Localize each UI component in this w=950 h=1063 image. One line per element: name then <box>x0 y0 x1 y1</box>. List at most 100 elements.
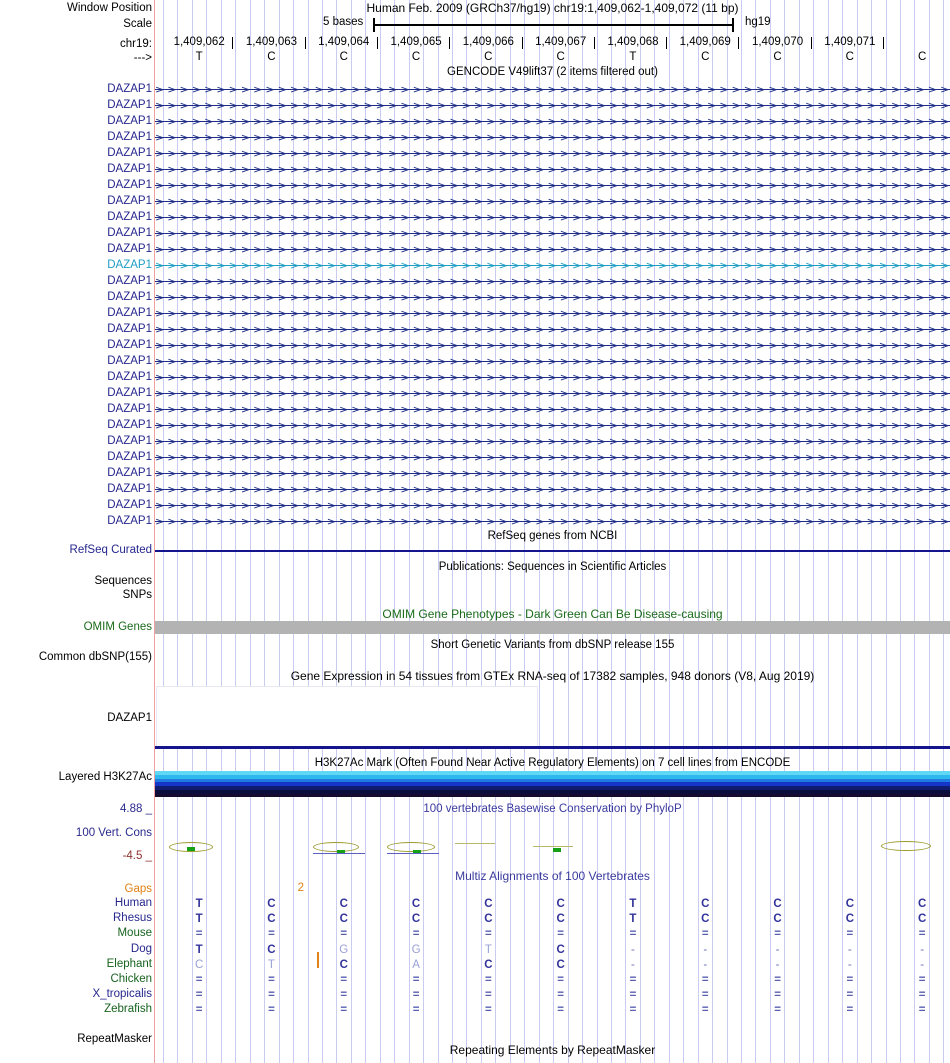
gencode-transcript-row[interactable]: >>>>>>>>>>>>>>>>>>>>>>>>>>>>>>>>>>>>>>>>… <box>155 114 950 130</box>
snps-label[interactable]: SNPs <box>122 589 152 601</box>
gencode-gene-label-13[interactable]: DAZAP1 <box>107 275 152 287</box>
alignment-row-mouse[interactable]: = = = = = = = = = = = <box>155 927 950 942</box>
gencode-gene-label-21[interactable]: DAZAP1 <box>107 403 152 415</box>
gencode-gene-label-5[interactable]: DAZAP1 <box>107 147 152 159</box>
gencode-gene-label-24[interactable]: DAZAP1 <box>107 451 152 463</box>
layered-h3k27ac-label[interactable]: Layered H3K27Ac <box>58 771 152 783</box>
gencode-gene-label-19[interactable]: DAZAP1 <box>107 371 152 383</box>
window-position-label[interactable]: Window Position <box>66 2 152 14</box>
gridline <box>495 0 496 1063</box>
alignment-row-x_tropicalis[interactable]: = = = = = = = = = = = <box>155 988 950 1003</box>
gencode-transcript-row[interactable]: >>>>>>>>>>>>>>>>>>>>>>>>>>>>>>>>>>>>>>>>… <box>155 82 950 98</box>
gencode-transcript-row[interactable]: >>>>>>>>>>>>>>>>>>>>>>>>>>>>>>>>>>>>>>>>… <box>155 178 950 194</box>
gencode-gene-label-10[interactable]: DAZAP1 <box>107 227 152 239</box>
gencode-transcript-row[interactable]: >>>>>>>>>>>>>>>>>>>>>>>>>>>>>>>>>>>>>>>>… <box>155 498 950 514</box>
gencode-transcript-row[interactable]: >>>>>>>>>>>>>>>>>>>>>>>>>>>>>>>>>>>>>>>>… <box>155 450 950 466</box>
gencode-transcript-row[interactable]: >>>>>>>>>>>>>>>>>>>>>>>>>>>>>>>>>>>>>>>>… <box>155 194 950 210</box>
species-label-x_tropicalis[interactable]: X_tropicalis <box>92 988 152 1001</box>
omim-gene-bar[interactable] <box>155 621 950 634</box>
repeatmasker-label[interactable]: RepeatMasker <box>77 1033 152 1045</box>
gencode-gene-label-8[interactable]: DAZAP1 <box>107 195 152 207</box>
gencode-gene-label-27[interactable]: DAZAP1 <box>107 499 152 511</box>
species-label-dog[interactable]: Dog <box>130 942 152 955</box>
gencode-gene-label-17[interactable]: DAZAP1 <box>107 339 152 351</box>
gencode-transcript-row[interactable]: >>>>>>>>>>>>>>>>>>>>>>>>>>>>>>>>>>>>>>>>… <box>155 274 950 290</box>
gtex-expression-chart[interactable] <box>156 686 538 747</box>
gencode-transcript-row[interactable]: >>>>>>>>>>>>>>>>>>>>>>>>>>>>>>>>>>>>>>>>… <box>155 162 950 178</box>
browser-data-panel[interactable]: Human Feb. 2009 (GRCh37/hg19) chr19:1,40… <box>155 0 950 1063</box>
chrom-label[interactable]: chr19: <box>120 38 152 50</box>
gencode-transcript-row[interactable]: >>>>>>>>>>>>>>>>>>>>>>>>>>>>>>>>>>>>>>>>… <box>155 130 950 146</box>
gencode-transcript-row[interactable]: >>>>>>>>>>>>>>>>>>>>>>>>>>>>>>>>>>>>>>>>… <box>155 338 950 354</box>
gencode-transcript-row[interactable]: >>>>>>>>>>>>>>>>>>>>>>>>>>>>>>>>>>>>>>>>… <box>155 434 950 450</box>
gencode-transcript-row[interactable]: >>>>>>>>>>>>>>>>>>>>>>>>>>>>>>>>>>>>>>>>… <box>155 514 950 530</box>
gencode-transcript-row[interactable]: >>>>>>>>>>>>>>>>>>>>>>>>>>>>>>>>>>>>>>>>… <box>155 258 950 274</box>
gencode-transcript-row[interactable]: >>>>>>>>>>>>>>>>>>>>>>>>>>>>>>>>>>>>>>>>… <box>155 354 950 370</box>
gencode-gene-label-16[interactable]: DAZAP1 <box>107 323 152 335</box>
gencode-gene-label-26[interactable]: DAZAP1 <box>107 483 152 495</box>
gencode-transcript-row[interactable]: >>>>>>>>>>>>>>>>>>>>>>>>>>>>>>>>>>>>>>>>… <box>155 290 950 306</box>
scale-label[interactable]: Scale <box>123 18 152 30</box>
gencode-gene-label-1[interactable]: DAZAP1 <box>107 83 152 95</box>
gencode-transcript-row[interactable]: >>>>>>>>>>>>>>>>>>>>>>>>>>>>>>>>>>>>>>>>… <box>155 306 950 322</box>
gencode-gene-label-4[interactable]: DAZAP1 <box>107 131 152 143</box>
alignment-row-chicken[interactable]: = = = = = = = = = = = <box>155 973 950 988</box>
gencode-gene-label-15[interactable]: DAZAP1 <box>107 307 152 319</box>
refseq-gene-line[interactable] <box>155 550 950 552</box>
gencode-transcript-row[interactable]: >>>>>>>>>>>>>>>>>>>>>>>>>>>>>>>>>>>>>>>>… <box>155 402 950 418</box>
gencode-transcript-row[interactable]: >>>>>>>>>>>>>>>>>>>>>>>>>>>>>>>>>>>>>>>>… <box>155 242 950 258</box>
species-label-chicken[interactable]: Chicken <box>110 973 152 985</box>
gencode-gene-label-14[interactable]: DAZAP1 <box>107 291 152 303</box>
gencode-gene-label-25[interactable]: DAZAP1 <box>107 467 152 479</box>
conservation-max-label[interactable]: 4.88 _ <box>120 803 152 815</box>
conservation-min-label[interactable]: -4.5 _ <box>122 850 152 862</box>
refseq-curated-label[interactable]: RefSeq Curated <box>69 544 152 556</box>
gencode-gene-label-3[interactable]: DAZAP1 <box>107 115 152 127</box>
gencode-transcript-row[interactable]: >>>>>>>>>>>>>>>>>>>>>>>>>>>>>>>>>>>>>>>>… <box>155 370 950 386</box>
strand-arrow-glyphs: >>>>>>>>>>>>>>>>>>>>>>>>>>>>>>>>>>>>>>>>… <box>155 195 950 208</box>
conservation-track-label[interactable]: 100 Vert. Cons <box>75 827 152 839</box>
gencode-gene-label-7[interactable]: DAZAP1 <box>107 179 152 191</box>
alignment-base: - <box>847 943 852 956</box>
gencode-gene-label-28[interactable]: DAZAP1 <box>107 515 152 527</box>
gencode-transcript-row[interactable]: >>>>>>>>>>>>>>>>>>>>>>>>>>>>>>>>>>>>>>>>… <box>155 482 950 498</box>
gtex-gene-label[interactable]: DAZAP1 <box>107 712 152 724</box>
species-label-zebrafish[interactable]: Zebrafish <box>104 1003 152 1016</box>
species-label-elephant[interactable]: Elephant <box>106 957 152 970</box>
gencode-gene-label-2[interactable]: DAZAP1 <box>107 99 152 111</box>
alignment-base: = <box>268 1004 275 1017</box>
phylop-positive-bar <box>553 848 561 852</box>
gencode-transcript-row[interactable]: >>>>>>>>>>>>>>>>>>>>>>>>>>>>>>>>>>>>>>>>… <box>155 98 950 114</box>
gencode-gene-label-11[interactable]: DAZAP1 <box>107 243 152 255</box>
gencode-transcript-row[interactable]: >>>>>>>>>>>>>>>>>>>>>>>>>>>>>>>>>>>>>>>>… <box>155 226 950 242</box>
common-dbsnp-label[interactable]: Common dbSNP(155) <box>38 651 152 663</box>
gencode-gene-label-22[interactable]: DAZAP1 <box>107 419 152 431</box>
omim-genes-label[interactable]: OMIM Genes <box>83 621 152 633</box>
gencode-transcript-row[interactable]: >>>>>>>>>>>>>>>>>>>>>>>>>>>>>>>>>>>>>>>>… <box>155 146 950 162</box>
alignment-row-zebrafish[interactable]: = = = = = = = = = = = <box>155 1003 950 1018</box>
species-label-mouse[interactable]: Mouse <box>117 927 152 940</box>
gaps-label[interactable]: Gaps <box>124 883 153 895</box>
h3k27ac-signal-track[interactable] <box>155 771 950 797</box>
gencode-transcript-row[interactable]: >>>>>>>>>>>>>>>>>>>>>>>>>>>>>>>>>>>>>>>>… <box>155 386 950 402</box>
gencode-gene-label-6[interactable]: DAZAP1 <box>107 163 152 175</box>
gencode-transcript-row[interactable]: >>>>>>>>>>>>>>>>>>>>>>>>>>>>>>>>>>>>>>>>… <box>155 466 950 482</box>
gencode-gene-label-12[interactable]: DAZAP1 <box>107 259 152 271</box>
gencode-gene-label-23[interactable]: DAZAP1 <box>107 435 152 447</box>
species-label-rhesus[interactable]: Rhesus <box>113 912 152 925</box>
sequences-label[interactable]: Sequences <box>94 575 152 587</box>
species-label-human[interactable]: Human <box>114 897 152 909</box>
gencode-gene-label-18[interactable]: DAZAP1 <box>107 355 152 367</box>
strand-label[interactable]: ---> <box>133 52 152 64</box>
gencode-gene-label-9[interactable]: DAZAP1 <box>107 211 152 223</box>
gencode-gene-label-20[interactable]: DAZAP1 <box>107 387 152 399</box>
h3k27ac-track-title: H3K27Ac Mark (Often Found Near Active Re… <box>314 757 791 769</box>
gencode-transcript-row[interactable]: >>>>>>>>>>>>>>>>>>>>>>>>>>>>>>>>>>>>>>>>… <box>155 418 950 434</box>
gencode-transcript-row[interactable]: >>>>>>>>>>>>>>>>>>>>>>>>>>>>>>>>>>>>>>>>… <box>155 210 950 226</box>
phylop-conservation-plot[interactable] <box>155 830 950 858</box>
gencode-transcript-row[interactable]: >>>>>>>>>>>>>>>>>>>>>>>>>>>>>>>>>>>>>>>>… <box>155 322 950 338</box>
